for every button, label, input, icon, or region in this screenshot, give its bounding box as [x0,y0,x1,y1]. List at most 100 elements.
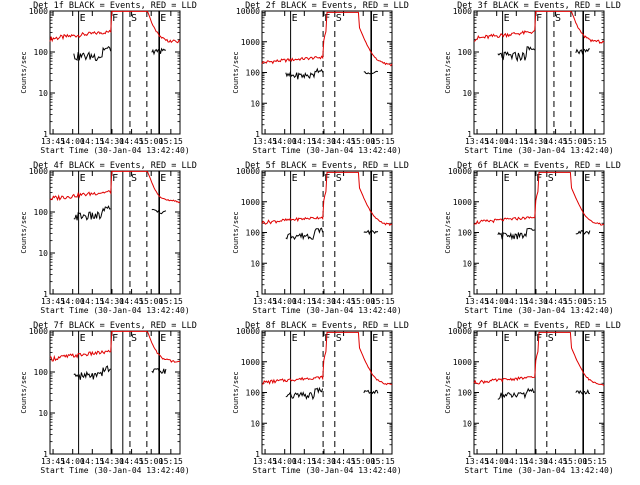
events-trace [151,47,166,56]
x-axis-label: Start Time (30-Jan-04 13:42:40) [464,306,613,315]
lld-trace [49,10,181,44]
event-marker-label: E [292,333,298,344]
x-axis-label: Start Time (30-Jan-04 13:42:40) [40,146,189,155]
y-axis-label: Counts/sec [20,211,28,253]
y-axis-label: Counts/sec [20,371,28,413]
x-axis-label: Start Time (30-Jan-04 13:42:40) [464,466,613,475]
event-marker-label: S [548,333,554,344]
x-tick-label: 14:30 [524,297,548,306]
y-tick-label: 1 [467,130,472,139]
events-trace [73,205,111,221]
plot-frame [473,10,605,135]
y-tick-label: 10 [38,409,48,418]
x-tick-label: 14:45 [332,297,356,306]
y-axis-label: Counts/sec [232,371,240,413]
x-tick-label: 14:00 [61,137,85,146]
lld-trace [473,331,605,387]
x-tick-label: 14:30 [100,297,124,306]
event-marker-label: F [536,13,542,24]
y-axis-label: Counts/sec [20,51,28,93]
x-tick-label: 13:45 [41,457,65,466]
events-trace [151,368,167,374]
x-tick-label: 14:15 [504,297,528,306]
event-marker-label: E [584,13,590,24]
event-marker-label: E [584,173,590,184]
x-tick-label: 14:45 [332,457,356,466]
y-tick-label: 1000 [241,38,260,47]
y-tick-label: 100 [458,389,473,398]
x-tick-label: 14:45 [544,457,568,466]
plot-frame [49,170,181,295]
event-marker-label: F [112,333,118,344]
y-tick-label: 100 [458,48,473,57]
y-tick-label: 100 [246,69,261,78]
x-tick-label: 15:00 [139,297,163,306]
x-tick-label: 14:30 [312,137,336,146]
plot-frame [261,10,393,135]
event-marker-label: E [292,173,298,184]
y-tick-label: 100 [246,389,261,398]
events-trace [575,230,591,235]
x-tick-label: 14:15 [292,457,316,466]
y-tick-label: 100 [34,368,49,377]
x-tick-label: 14:00 [485,137,509,146]
x-tick-label: 13:45 [253,137,277,146]
x-tick-label: 14:30 [524,137,548,146]
x-tick-label: 15:15 [159,137,183,146]
x-tick-label: 15:00 [563,297,587,306]
x-tick-label: 15:15 [159,457,183,466]
y-tick-label: 100 [34,208,49,217]
x-tick-label: 14:30 [524,457,548,466]
y-tick-label: 1000 [241,358,260,367]
y-tick-label: 1 [255,450,260,459]
panel-det-6: Det 6f BLACK = Events, RED = LLD 1 10 100 10… [444,161,621,315]
x-tick-label: 13:45 [465,457,489,466]
panel-title: Det 6f BLACK = Events, RED = LLD [457,161,621,171]
panel-det-9: Det 9f BLACK = Events, RED = LLD 1 10 100 10… [444,321,621,475]
panel-det-3: Det 3f BLACK = Events, RED = LLD 1 10 100 10… [444,1,621,155]
y-tick-label: 1000 [453,7,472,16]
x-tick-label: 14:45 [120,457,144,466]
y-axis-label: Counts/sec [444,371,452,413]
panel-title: Det 4f BLACK = Events, RED = LLD [33,161,197,171]
x-tick-label: 14:30 [312,457,336,466]
panel-det-7: Det 7f BLACK = Events, RED = LLD 1 10 100 10… [20,321,197,475]
y-axis-label: Counts/sec [232,211,240,253]
event-marker-label: S [336,333,342,344]
x-tick-label: 14:45 [544,137,568,146]
y-tick-label: 1000 [453,198,472,207]
y-tick-label: 10 [250,259,260,268]
x-tick-label: 13:45 [253,297,277,306]
lld-trace [261,331,393,386]
x-tick-label: 14:15 [80,137,104,146]
panel-title: Det 5f BLACK = Events, RED = LLD [245,161,409,171]
x-tick-label: 14:30 [100,137,124,146]
panel-title: Det 9f BLACK = Events, RED = LLD [457,321,621,331]
event-marker-label: S [131,13,137,24]
event-marker-label: E [80,13,86,24]
event-marker-label: S [131,173,137,184]
x-tick-label: 13:45 [253,457,277,466]
panel-title: Det 3f BLACK = Events, RED = LLD [457,1,621,11]
events-trace [497,46,536,63]
x-axis-label: Start Time (30-Jan-04 13:42:40) [252,146,401,155]
y-tick-label: 1 [255,130,260,139]
x-tick-label: 13:45 [41,137,65,146]
event-marker-label: S [336,173,342,184]
y-tick-label: 1000 [453,358,472,367]
x-tick-label: 14:00 [485,457,509,466]
x-tick-label: 15:15 [371,137,395,146]
x-tick-label: 15:00 [139,457,163,466]
event-marker-label: E [80,173,86,184]
events-trace [575,48,590,55]
lld-trace [261,171,393,227]
y-tick-label: 10000 [236,327,260,336]
x-tick-label: 14:15 [504,137,528,146]
x-tick-label: 14:45 [332,137,356,146]
x-axis-label: Start Time (30-Jan-04 13:42:40) [464,146,613,155]
x-tick-label: 14:45 [544,297,568,306]
event-marker-label: F [112,173,118,184]
events-trace [73,46,112,62]
event-marker-label: E [80,333,86,344]
